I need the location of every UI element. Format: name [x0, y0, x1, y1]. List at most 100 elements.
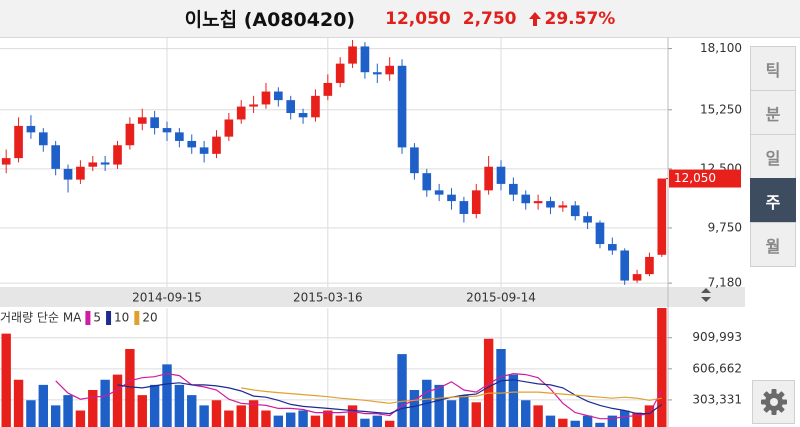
volume-bar: [372, 415, 382, 427]
candle-body: [51, 145, 60, 169]
settings-button[interactable]: [752, 380, 795, 424]
legend-swatch: [106, 311, 112, 325]
candle-body: [100, 162, 110, 165]
candle-body: [397, 65, 407, 148]
candle-body: [274, 91, 283, 101]
candle-body: [236, 106, 246, 120]
candle-body: [137, 117, 147, 124]
volume-bar: [236, 405, 246, 427]
candle-body: [113, 145, 122, 165]
volume-bar: [26, 400, 36, 427]
volume-bar: [434, 384, 444, 427]
candle-body: [212, 136, 221, 154]
candle-body: [521, 194, 531, 204]
candle-body: [187, 140, 197, 148]
candle-body: [298, 113, 308, 118]
y-tick-label: 909,993: [692, 330, 742, 344]
volume-bar: [224, 410, 234, 427]
volume-bar: [248, 400, 259, 427]
volume-bar: [286, 412, 296, 427]
volume-bar: [644, 405, 655, 427]
candle-body: [88, 162, 98, 167]
legend-label: 10: [114, 311, 129, 325]
candle-body: [471, 190, 481, 214]
scroll-toggle-icon[interactable]: [701, 288, 711, 302]
volume-bar: [570, 420, 580, 427]
ma-line: [117, 379, 663, 415]
change-rate: 29.57%: [544, 8, 616, 29]
volume-bar: [360, 418, 370, 427]
volume-bar: [187, 395, 197, 427]
candle-body: [150, 117, 159, 129]
candle-body: [76, 166, 85, 180]
change: 2,750: [462, 8, 517, 29]
candle-body: [595, 222, 605, 245]
stock-name: 이노칩 (A080420): [184, 9, 356, 31]
volume-bar: [496, 349, 506, 427]
period-tab[interactable]: 일: [750, 134, 796, 179]
candle-body: [422, 173, 432, 191]
volume-bar: [125, 349, 135, 427]
candle-body: [533, 201, 543, 204]
candle-body: [645, 256, 654, 275]
volume-bar: [558, 418, 568, 427]
y-tick-label: 7,180: [708, 276, 742, 290]
candle-body: [249, 104, 258, 107]
volume-bar: [582, 415, 593, 427]
period-tab[interactable]: 틱: [750, 46, 796, 91]
legend-swatch: [134, 311, 140, 325]
ma-line: [241, 387, 662, 404]
legend-title: 거래량 단순 MA: [0, 311, 82, 325]
candle-body: [323, 82, 333, 96]
volume-bar: [310, 415, 321, 427]
volume-plot: [0, 308, 668, 427]
y-tick-label: 18,100: [700, 41, 742, 55]
candle-body: [261, 91, 271, 105]
change-rate-box: 29.57%: [528, 8, 616, 29]
x-tick-label: 2015-09-14: [466, 291, 536, 305]
volume-bar: [607, 415, 618, 427]
candle-body: [447, 194, 456, 202]
volume-bar: [533, 405, 543, 427]
volume-bar: [397, 354, 407, 427]
candle-body: [558, 205, 568, 208]
candle-body: [434, 190, 444, 195]
candle-body: [459, 201, 469, 214]
candle-body: [199, 147, 209, 154]
volume-bar: [483, 338, 494, 427]
date-strip: [0, 287, 745, 307]
last-price-tag: [669, 169, 741, 188]
price-plot: [0, 38, 668, 287]
candle-body: [311, 95, 320, 118]
candle-body: [348, 46, 357, 64]
period-tab[interactable]: 분: [750, 90, 796, 135]
volume-bar: [149, 384, 160, 427]
period-tab[interactable]: 월: [750, 222, 796, 267]
volume-bar: [13, 379, 24, 427]
y-tick-label: 9,750: [708, 220, 742, 234]
candle-body: [360, 46, 370, 73]
x-tick-label: 2015-03-16: [293, 291, 363, 305]
volume-bar: [75, 410, 86, 427]
header: 이노칩 (A080420) 12,050 2,750 29.57%: [0, 0, 800, 38]
candle-body: [1, 158, 11, 165]
volume-bar: [88, 390, 98, 427]
volume-bar: [459, 395, 469, 427]
period-tab[interactable]: 주: [750, 178, 796, 223]
volume-bar: [298, 410, 308, 427]
volume-bar: [112, 374, 123, 427]
candle-body: [608, 244, 617, 251]
volume-bar: [1, 333, 11, 427]
candle-body: [26, 125, 36, 133]
volume-bar: [521, 400, 531, 427]
volume-bar: [384, 420, 395, 427]
candle-body: [496, 166, 506, 184]
candle-body: [632, 274, 642, 281]
chart: 2014-09-15 2015-03-16 2015-09-14 18,100 15,2…: [0, 38, 745, 427]
candle-body: [410, 147, 419, 174]
y-tick-label: 606,662: [692, 361, 742, 375]
candle-body: [162, 128, 172, 133]
volume-bar: [38, 384, 48, 427]
candle-body: [224, 119, 234, 137]
